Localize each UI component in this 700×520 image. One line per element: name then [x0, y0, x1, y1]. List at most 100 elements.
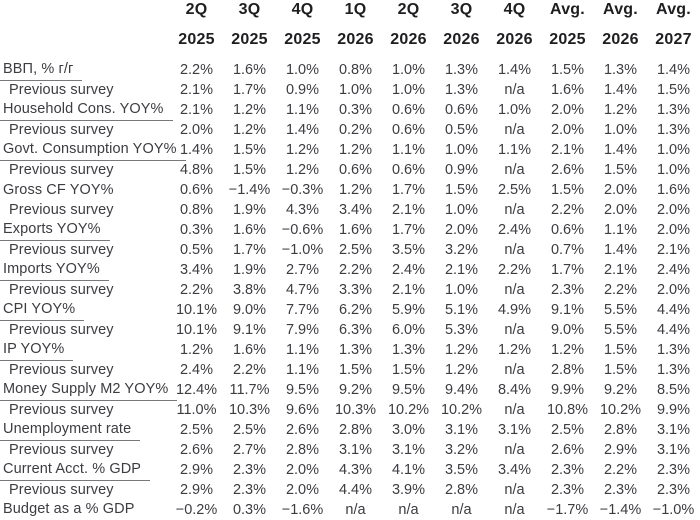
value-cell: 1.4% [603, 82, 638, 98]
value-cell: 2.2% [338, 262, 373, 278]
row-label: Household Cons. YOY% [0, 101, 173, 121]
value-cell: 10.3% [228, 402, 271, 418]
table-row: Previous survey 2.1% 1.7% 0.9% 1.0% 1.0% 1.3% n… [0, 80, 700, 100]
value-cell: 3.2% [444, 242, 479, 258]
value-cell: n/a [504, 442, 525, 458]
value-cell: −0.3% [281, 182, 324, 198]
value-cell: 2.8% [444, 482, 479, 498]
value-cell: 1.5% [550, 182, 585, 198]
row-label-cell: Imports YOY% [0, 260, 170, 281]
value-cell: 1.5% [550, 62, 585, 78]
table-body: ВВП, % г/г 2.2% 1.6% 1.0% 0.8% 1.0% 1.3% 1.4% 1.… [0, 60, 700, 520]
value-cell: 1.2% [179, 342, 214, 358]
value-cell: 1.5% [232, 162, 267, 178]
value-cell: n/a [398, 502, 419, 518]
column-quarter-header: 4Q [291, 1, 314, 18]
value-cell: 0.6% [391, 122, 426, 138]
value-cell: 2.2% [179, 62, 214, 78]
table-row: ВВП, % г/г 2.2% 1.6% 1.0% 0.8% 1.0% 1.3% 1.4% 1.… [0, 60, 700, 81]
value-cell: n/a [504, 122, 525, 138]
value-cell: 1.0% [391, 82, 426, 98]
value-cell: 4.4% [656, 302, 691, 318]
value-cell: 1.7% [232, 242, 267, 258]
value-cell: 1.6% [232, 62, 267, 78]
value-cell: 4.1% [391, 462, 426, 478]
value-cell: 11.7% [229, 382, 270, 398]
value-cell: 10.1% [175, 302, 218, 318]
value-cell: 3.9% [391, 482, 426, 498]
value-cell: 10.1% [175, 322, 218, 338]
value-cell: 5.3% [444, 322, 479, 338]
value-cell: 1.1% [285, 102, 320, 118]
value-cell: 2.5% [550, 422, 585, 438]
value-cell: 3.5% [391, 242, 426, 258]
header-spacer [0, 1, 170, 18]
value-cell: 10.3% [334, 402, 377, 418]
value-cell: 8.5% [656, 382, 691, 398]
row-label-cell: Previous survey [0, 361, 170, 379]
value-cell: 1.5% [338, 362, 373, 378]
value-cell: 2.4% [497, 222, 532, 238]
value-cell: 1.1% [497, 142, 532, 158]
row-label-cell: Previous survey [0, 321, 170, 339]
row-label-cell: Exports YOY% [0, 220, 170, 241]
row-label: Previous survey [9, 162, 114, 178]
value-cell: 4.3% [285, 202, 320, 218]
value-cell: n/a [504, 282, 525, 298]
value-cell: 2.5% [338, 242, 373, 258]
value-cell: 2.3% [550, 462, 585, 478]
value-cell: 2.7% [285, 262, 320, 278]
value-cell: 1.5% [391, 362, 426, 378]
value-cell: n/a [504, 202, 525, 218]
table-row: Previous survey 2.6% 2.7% 2.8% 3.1% 3.1% 3.2% n… [0, 440, 700, 460]
value-cell: 2.3% [550, 482, 585, 498]
value-cell: 5.9% [391, 302, 426, 318]
value-cell: 2.1% [179, 82, 214, 98]
value-cell: −1.4% [599, 502, 642, 518]
value-cell: 2.9% [179, 462, 214, 478]
row-label-cell: IP YOY% [0, 340, 170, 361]
value-cell: 2.3% [603, 482, 638, 498]
value-cell: 9.5% [391, 382, 426, 398]
value-cell: 12.4% [175, 382, 218, 398]
value-cell: −1.4% [228, 182, 271, 198]
value-cell: 4.3% [338, 462, 373, 478]
value-cell: 1.2% [550, 342, 585, 358]
value-cell: 3.5% [444, 462, 479, 478]
row-label-cell: Previous survey [0, 161, 170, 179]
value-cell: 1.5% [656, 82, 691, 98]
column-year-header: 2025 [231, 31, 268, 48]
value-cell: 2.5% [179, 422, 214, 438]
row-label: Money Supply M2 YOY% [0, 381, 178, 401]
column-year-header: 2026 [496, 31, 533, 48]
column-year-header: 2026 [602, 31, 639, 48]
row-label: Previous survey [9, 242, 114, 258]
value-cell: 2.6% [550, 162, 585, 178]
value-cell: 2.2% [603, 462, 638, 478]
value-cell: 1.2% [444, 362, 479, 378]
value-cell: 3.1% [338, 442, 373, 458]
value-cell: n/a [504, 502, 525, 518]
value-cell: 1.7% [391, 222, 426, 238]
value-cell: 1.6% [232, 222, 267, 238]
value-cell: 4.4% [338, 482, 373, 498]
value-cell: 2.3% [232, 462, 267, 478]
table-row: Previous survey 10.1% 9.1% 7.9% 6.3% 6.0% 5.3%… [0, 320, 700, 340]
table-row: Previous survey 2.9% 2.3% 2.0% 4.4% 3.9% 2.8% n… [0, 480, 700, 500]
value-cell: 0.3% [338, 102, 373, 118]
table-row: Previous survey 4.8% 1.5% 1.2% 0.6% 0.6% 0.9% n… [0, 160, 700, 180]
value-cell: 2.6% [550, 442, 585, 458]
value-cell: −1.0% [281, 242, 324, 258]
row-label-cell: Money Supply M2 YOY% [0, 380, 178, 401]
column-quarter-header: 4Q [503, 1, 526, 18]
table-row: Govt. Consumption YOY% 1.4% 1.5% 1.2% 1.2% 1.… [0, 140, 700, 161]
value-cell: 5.5% [603, 302, 638, 318]
value-cell: 3.2% [444, 442, 479, 458]
value-cell: 1.0% [656, 142, 691, 158]
value-cell: −0.6% [281, 222, 324, 238]
value-cell: 2.0% [656, 202, 691, 218]
value-cell: 4.4% [656, 322, 691, 338]
value-cell: 2.8% [285, 442, 320, 458]
value-cell: 1.4% [285, 122, 320, 138]
value-cell: 1.2% [338, 142, 373, 158]
